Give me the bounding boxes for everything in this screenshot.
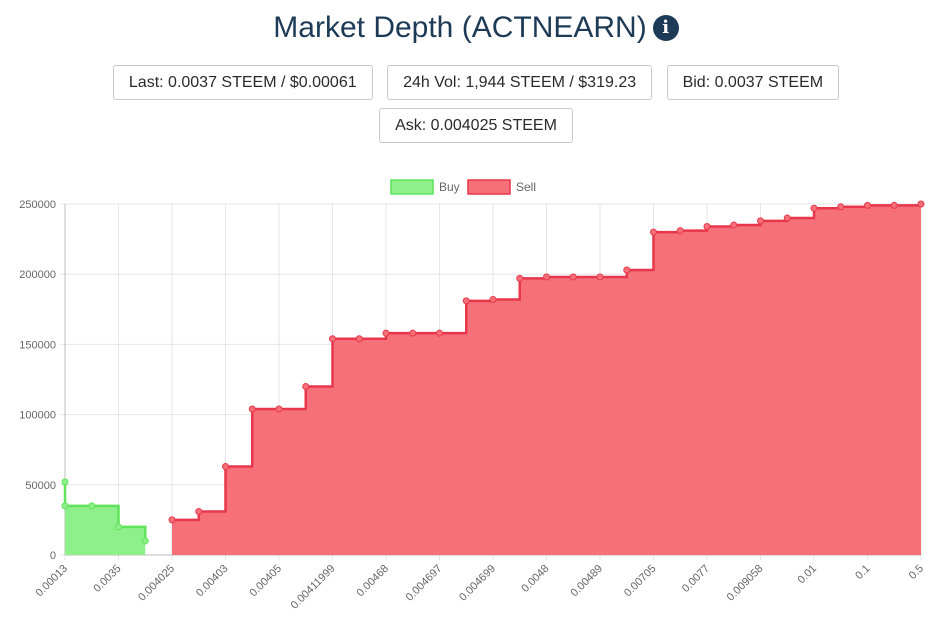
x-tick-label: 0.00403 — [194, 563, 231, 600]
buy-point — [141, 537, 149, 545]
sell-line — [172, 204, 923, 522]
sell-point — [757, 217, 764, 225]
sell-point — [222, 463, 229, 471]
legend-sell-label[interactable]: Sell — [516, 180, 536, 194]
sell-point — [543, 273, 550, 281]
volume-badge: 24h Vol: 1,944 STEEM / $319.23 — [387, 65, 653, 100]
stats-row-2: Ask: 0.004025 STEEM — [0, 108, 952, 143]
chart-legend: Buy Sell — [390, 179, 536, 195]
sell-point — [890, 201, 898, 209]
sell-point — [409, 329, 417, 337]
buy-area — [65, 481, 146, 555]
x-tick-label: 0.009058 — [725, 563, 766, 604]
last-price-badge: Last: 0.0037 STEEM / $0.00061 — [112, 65, 373, 100]
x-tick-label: 0.00705 — [622, 563, 659, 600]
buy-point — [115, 523, 122, 531]
chart-areas — [63, 204, 923, 555]
sell-point — [248, 405, 256, 413]
x-tick-label: 0.004699 — [457, 563, 498, 604]
x-tick-label: 0.00405 — [248, 563, 285, 600]
sell-point — [275, 405, 283, 413]
sell-point — [302, 383, 310, 391]
y-tick-label: 250000 — [19, 199, 56, 211]
y-tick-label: 150000 — [19, 339, 56, 351]
x-tick-label: 0.00468 — [355, 563, 392, 600]
x-tick-label: 0.00013 — [34, 563, 71, 600]
x-tick-label: 0.004025 — [136, 563, 177, 604]
sell-point — [569, 273, 577, 281]
sell-point — [783, 214, 791, 222]
x-tick-label: 0.00489 — [569, 563, 606, 600]
stats-row-1: Last: 0.0037 STEEM / $0.00061 24h Vol: 1… — [0, 65, 952, 100]
x-tick-label: 0.5 — [907, 563, 926, 582]
sell-point — [436, 329, 443, 337]
y-tick-label: 200000 — [19, 269, 56, 281]
ask-badge: Ask: 0.004025 STEEM — [379, 108, 573, 143]
sell-point — [676, 227, 684, 235]
buy-point — [61, 478, 69, 486]
sell-point — [516, 274, 524, 282]
legend-buy-swatch[interactable] — [390, 179, 434, 195]
sell-area — [172, 204, 921, 555]
sell-point — [168, 516, 176, 524]
bid-badge: Bid: 0.0037 STEEM — [666, 65, 840, 100]
sell-point — [623, 266, 631, 274]
x-tick-label: 0.1 — [853, 563, 872, 582]
legend-buy-label[interactable]: Buy — [439, 180, 460, 194]
x-axis: 0.00013 0.0035 0.004025 0.00403 0.00405 0.004… — [34, 563, 927, 612]
y-tick-label: 0 — [50, 550, 56, 562]
info-icon[interactable]: i — [652, 15, 679, 41]
sell-point — [195, 507, 203, 515]
sell-point — [703, 222, 711, 230]
x-tick-label: 0.004697 — [404, 563, 445, 604]
x-tick-label: 0.00411999 — [289, 563, 338, 612]
sell-point — [382, 329, 390, 337]
chart-points — [61, 200, 925, 545]
x-tick-label: 0.0048 — [519, 563, 551, 595]
sell-point — [355, 335, 363, 343]
x-tick-label: 0.0077 — [680, 563, 712, 595]
sell-point — [596, 273, 604, 281]
legend-sell-swatch[interactable] — [467, 179, 511, 195]
sell-point — [730, 221, 738, 229]
sell-point — [810, 204, 818, 212]
sell-point — [329, 335, 336, 343]
sell-point — [837, 203, 845, 211]
sell-point — [917, 200, 925, 208]
sell-point — [864, 201, 871, 209]
x-tick-label: 0.01 — [795, 563, 819, 587]
y-tick-label: 50000 — [25, 480, 56, 492]
page-title: Market Depth (ACTNEARN) — [273, 11, 647, 44]
sell-point — [462, 297, 470, 305]
y-axis: 0 50000 100000 150000 200000 250000 — [19, 199, 56, 562]
buy-point — [61, 502, 69, 510]
sell-point — [650, 228, 657, 236]
sell-point — [489, 295, 497, 303]
chart-title-row: Market Depth (ACTNEARN) i — [0, 8, 952, 48]
x-tick-label: 0.0035 — [91, 563, 123, 595]
y-tick-label: 100000 — [19, 410, 56, 422]
buy-point — [88, 502, 96, 510]
